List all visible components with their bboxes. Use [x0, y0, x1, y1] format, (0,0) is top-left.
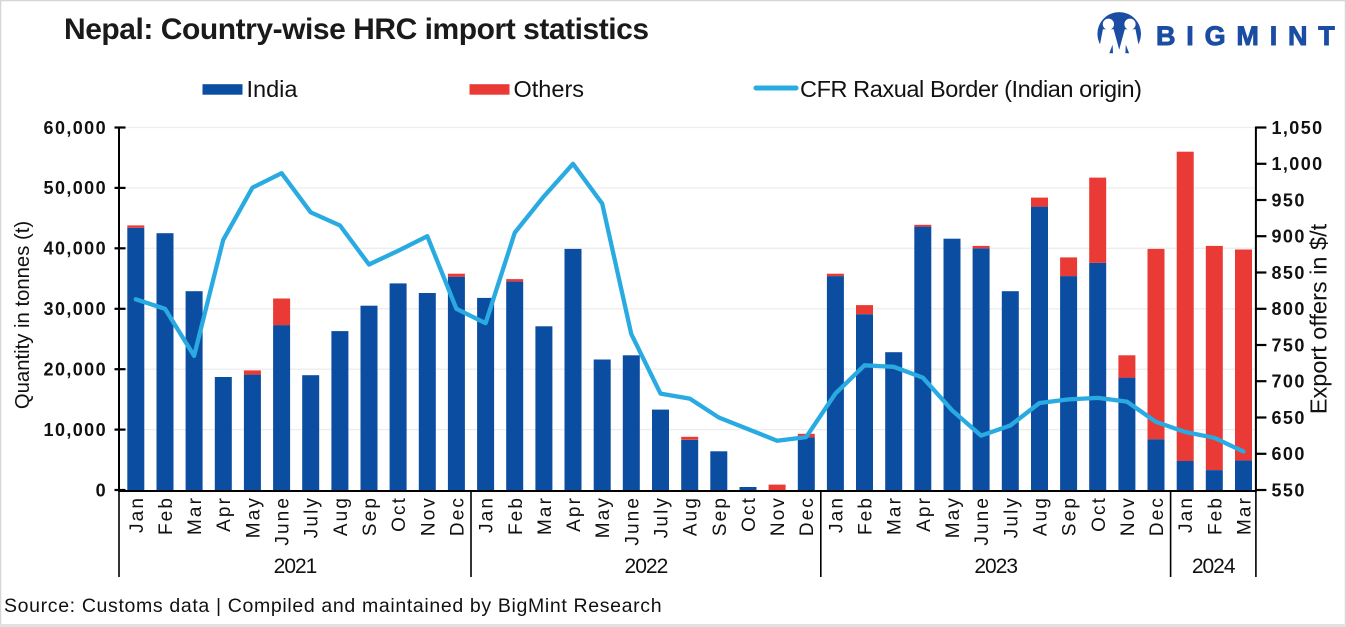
svg-text:Export offers in $/t: Export offers in $/t — [1306, 223, 1332, 414]
svg-text:June: June — [972, 496, 993, 546]
svg-text:Mar: Mar — [535, 496, 556, 535]
svg-text:Apr: Apr — [914, 496, 935, 532]
svg-text:1,050: 1,050 — [1272, 118, 1324, 138]
svg-text:India: India — [247, 76, 299, 102]
svg-text:Nov: Nov — [768, 496, 789, 536]
svg-text:600: 600 — [1272, 444, 1306, 464]
svg-text:Sep: Sep — [1060, 496, 1081, 536]
svg-text:Nepal: Country-wise HRC import: Nepal: Country-wise HRC import statistic… — [64, 13, 649, 46]
svg-text:Dec: Dec — [1147, 496, 1168, 536]
svg-text:Feb: Feb — [856, 496, 877, 535]
svg-text:Feb: Feb — [506, 496, 527, 535]
svg-text:Dec: Dec — [447, 496, 468, 536]
svg-text:Source: Customs data | Compile: Source: Customs data | Compiled and main… — [4, 595, 662, 617]
svg-text:Jan: Jan — [477, 496, 498, 533]
svg-text:2022: 2022 — [625, 555, 668, 578]
svg-text:July: July — [652, 496, 673, 538]
svg-text:Nov: Nov — [1118, 496, 1139, 536]
svg-text:950: 950 — [1272, 190, 1306, 210]
svg-text:Jan: Jan — [826, 496, 847, 533]
svg-text:Aug: Aug — [681, 496, 702, 536]
svg-text:Feb: Feb — [156, 496, 177, 535]
svg-text:0: 0 — [96, 480, 107, 500]
svg-text:Oct: Oct — [389, 496, 410, 532]
svg-text:Jan: Jan — [127, 496, 148, 533]
svg-text:CFR Raxual Border (Indian orig: CFR Raxual Border (Indian origin) — [800, 76, 1142, 102]
svg-text:550: 550 — [1272, 480, 1306, 500]
svg-text:60,000: 60,000 — [44, 118, 107, 138]
svg-text:Oct: Oct — [1089, 496, 1110, 532]
svg-text:May: May — [243, 496, 264, 538]
svg-text:Mar: Mar — [885, 496, 906, 535]
svg-text:30,000: 30,000 — [44, 299, 107, 319]
svg-text:Mar: Mar — [1235, 496, 1256, 535]
svg-text:June: June — [273, 496, 294, 546]
svg-text:BIGMINT: BIGMINT — [1156, 21, 1346, 51]
svg-text:650: 650 — [1272, 408, 1306, 428]
svg-text:Nov: Nov — [418, 496, 439, 536]
svg-text:July: July — [1001, 496, 1022, 538]
svg-text:20,000: 20,000 — [44, 360, 107, 380]
svg-text:July: July — [302, 496, 323, 538]
svg-text:750: 750 — [1272, 335, 1306, 355]
svg-text:Sep: Sep — [360, 496, 381, 536]
svg-text:May: May — [593, 496, 614, 538]
svg-text:Apr: Apr — [564, 496, 585, 532]
svg-text:Feb: Feb — [1205, 496, 1226, 535]
svg-text:900: 900 — [1272, 227, 1306, 247]
svg-text:50,000: 50,000 — [44, 178, 107, 198]
svg-text:Oct: Oct — [739, 496, 760, 532]
svg-text:800: 800 — [1272, 299, 1306, 319]
svg-text:2021: 2021 — [274, 555, 317, 578]
svg-text:40,000: 40,000 — [44, 239, 107, 259]
svg-text:700: 700 — [1272, 372, 1306, 392]
svg-text:2024: 2024 — [1192, 555, 1236, 578]
svg-text:June: June — [622, 496, 643, 546]
svg-text:Dec: Dec — [797, 496, 818, 536]
svg-text:Apr: Apr — [214, 496, 235, 532]
svg-text:Mar: Mar — [185, 496, 206, 535]
svg-text:May: May — [943, 496, 964, 538]
svg-text:Sep: Sep — [710, 496, 731, 536]
svg-text:1,000: 1,000 — [1272, 154, 1324, 174]
svg-text:850: 850 — [1272, 263, 1306, 283]
svg-text:Others: Others — [514, 76, 585, 102]
svg-text:Quantity in tonnes (t): Quantity in tonnes (t) — [12, 221, 34, 409]
svg-text:2023: 2023 — [974, 555, 1017, 578]
svg-text:10,000: 10,000 — [44, 420, 107, 440]
svg-text:Aug: Aug — [1031, 496, 1052, 536]
svg-text:Aug: Aug — [331, 496, 352, 536]
svg-text:Jan: Jan — [1176, 496, 1197, 533]
